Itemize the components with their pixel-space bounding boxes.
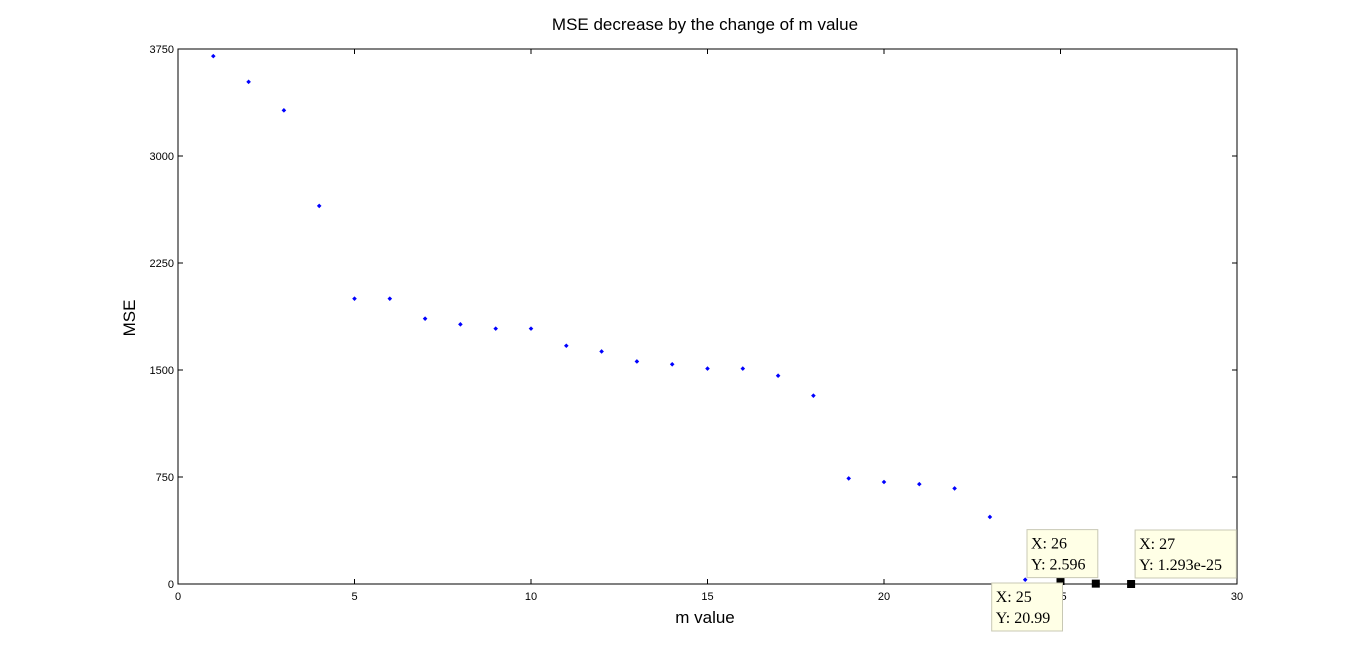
x-axis-label: m value	[675, 608, 735, 627]
y-tick-label: 2250	[150, 258, 174, 270]
y-axis-label: MSE	[120, 300, 139, 337]
data-point	[246, 79, 251, 85]
data-point	[387, 296, 393, 301]
data-point	[669, 361, 675, 367]
datatip-marker[interactable]	[1056, 577, 1065, 586]
y-tick-label: 3750	[150, 44, 174, 56]
data-point	[811, 393, 816, 398]
datatip-marker[interactable]	[1127, 580, 1136, 588]
data-point	[528, 326, 534, 331]
datatip-x-text: X: 25	[996, 589, 1032, 606]
data-point	[740, 366, 746, 371]
x-tick-label: 15	[701, 591, 713, 603]
x-tick-label: 5	[351, 591, 357, 603]
data-point	[281, 108, 287, 113]
datatip-y-text: Y: 1.293e-25	[1139, 557, 1222, 574]
data-point	[211, 53, 216, 59]
datatip-box[interactable]: X: 26 Y: 2.596	[1026, 529, 1099, 579]
data-point	[493, 326, 498, 331]
data-point	[458, 322, 463, 327]
data-point	[1022, 577, 1028, 583]
data-point	[987, 514, 993, 520]
y-tick-label: 3000	[150, 151, 174, 163]
data-point	[881, 479, 887, 485]
datatip-x-text: X: 27	[1139, 536, 1175, 553]
datatip-y-text: Y: 2.596	[1031, 557, 1086, 574]
y-tick-label: 750	[156, 472, 174, 484]
datatip-box[interactable]: X: 27 Y: 1.293e-25	[1134, 529, 1237, 579]
datatip-y-text: Y: 20.99	[996, 610, 1051, 627]
data-point	[775, 373, 781, 379]
data-point	[564, 343, 569, 349]
y-tick-label: 0	[168, 579, 174, 591]
data-point	[705, 366, 710, 371]
data-point	[599, 349, 604, 354]
x-tick-label: 10	[525, 591, 537, 603]
data-point	[846, 476, 851, 481]
data-point	[952, 486, 957, 491]
x-tick-label: 20	[878, 591, 890, 603]
plot-area	[177, 48, 1238, 585]
data-tips[interactable]: X: 25 Y: 20.99 X: 26 Y: 2.596 X: 27 Y: 1.293e…	[991, 529, 1237, 632]
data-point	[634, 359, 640, 364]
data-point	[422, 316, 428, 321]
datatip-x-text: X: 26	[1031, 536, 1067, 553]
data-point	[352, 296, 357, 301]
data-point	[917, 481, 922, 487]
datatip-box[interactable]: X: 25 Y: 20.99	[991, 582, 1064, 632]
y-tick-label: 1500	[150, 365, 174, 377]
axis-ticks: 05101520253007501500225030003750	[150, 44, 1244, 603]
data-point	[316, 203, 322, 209]
chart-title: MSE decrease by the change of m value	[552, 15, 858, 34]
x-tick-label: 0	[175, 591, 181, 603]
x-tick-label: 30	[1231, 591, 1243, 603]
datatip-marker[interactable]	[1091, 579, 1100, 588]
